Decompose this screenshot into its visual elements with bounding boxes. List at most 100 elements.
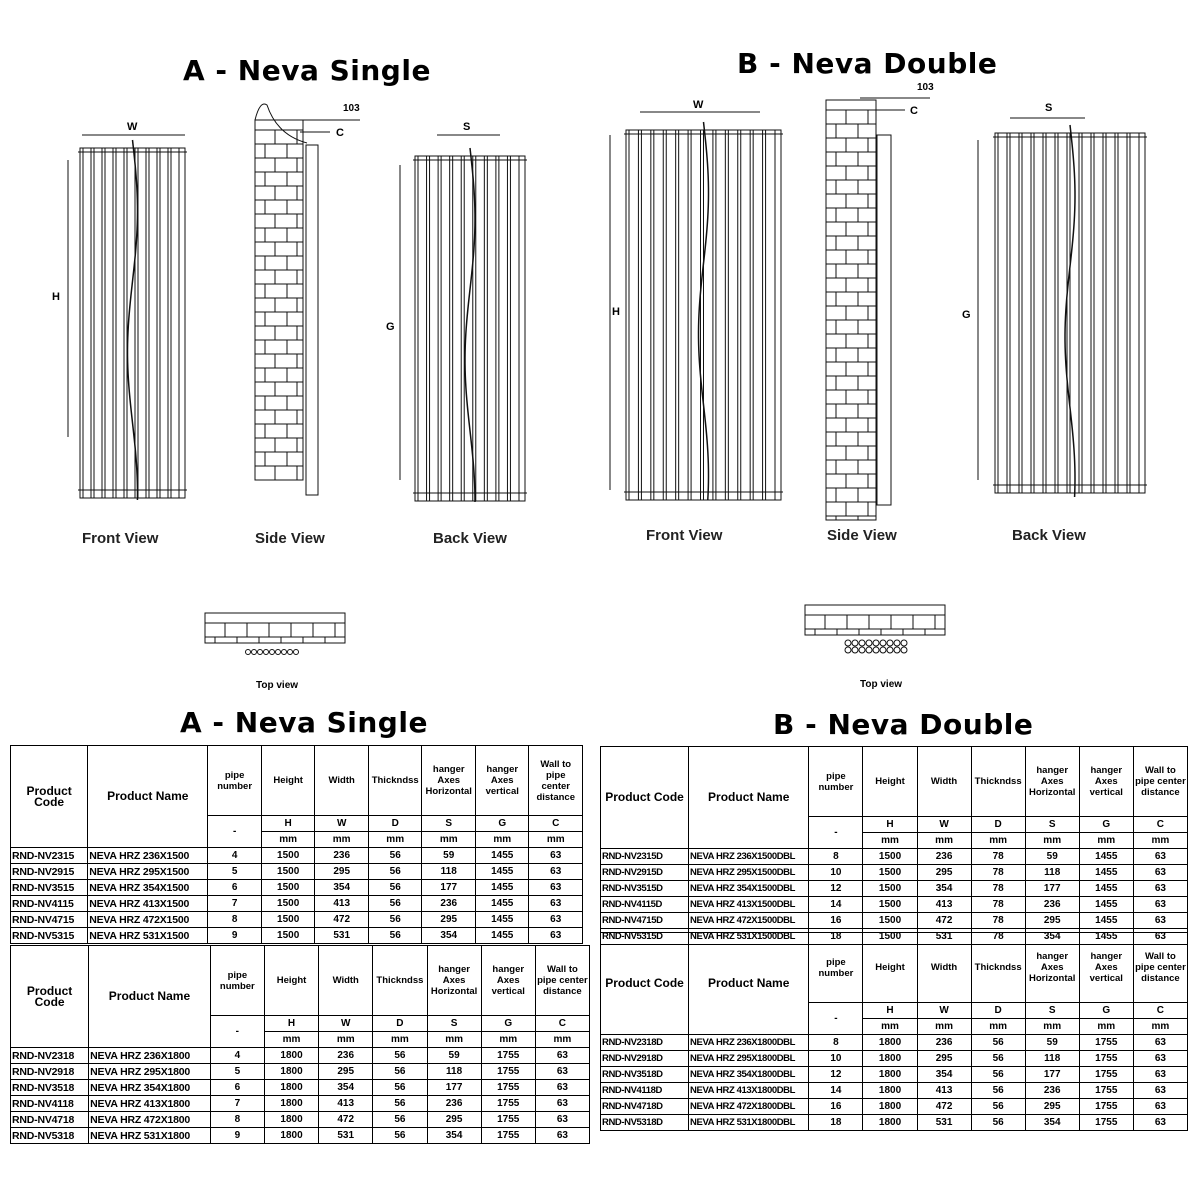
- table-row: RND-NV4715 NEVA HRZ 472X1500 8 1500 472 56 295…: [9, 911, 583, 928]
- table-cell: 1755: [480, 1063, 536, 1080]
- table-cell: 354: [314, 879, 369, 896]
- pipe-wave: [1064, 124, 1076, 498]
- table-cell: NEVA HRZ 236X1800DBL: [688, 1034, 810, 1051]
- table-cell: 4: [207, 847, 262, 864]
- table-cell: 56: [970, 1034, 1026, 1051]
- table-cell: RND-NV2318: [9, 1047, 90, 1064]
- double-front-tube: [715, 129, 726, 501]
- unit-cell: mm: [314, 831, 369, 848]
- table-cell: 78: [970, 896, 1026, 913]
- table-cell: 1755: [480, 1111, 536, 1128]
- single-front-tube: [159, 147, 169, 499]
- table-cell: 1500: [862, 912, 918, 929]
- table-row: RND-NV4118D NEVA HRZ 413X1800DBL 14 1800 413…: [599, 1082, 1189, 1099]
- table-cell: 295: [314, 863, 369, 880]
- table-cell: 5: [207, 863, 262, 880]
- pipe-section: [900, 646, 908, 654]
- table-cell: 236: [1024, 896, 1080, 913]
- single-front-tube: [104, 147, 114, 499]
- table-cell: 1500: [260, 911, 316, 928]
- single-front-tube: [126, 147, 136, 499]
- symbol-cell: D: [970, 816, 1026, 833]
- table-cell: 1800: [862, 1082, 918, 1099]
- unit-row: mm mm mm mm mm mm: [11, 831, 583, 848]
- table-cell: 295: [426, 1111, 482, 1128]
- pipe-section: [251, 649, 257, 655]
- column-header: Product Name: [688, 932, 810, 1035]
- unit-cell: mm: [1078, 1018, 1134, 1035]
- table-cell: 1755: [480, 1079, 536, 1096]
- table-cell: RND-NV4715: [9, 911, 89, 928]
- table-cell: 63: [534, 1079, 591, 1096]
- table-cell: NEVA HRZ 295X1800DBL: [688, 1050, 810, 1067]
- table-cell: 177: [426, 1079, 482, 1096]
- table-cell: 8: [808, 848, 864, 865]
- table-cell: NEVA HRZ 354X1800: [88, 1079, 211, 1096]
- table-cell: 1800: [263, 1063, 320, 1080]
- symbol-cell: H: [862, 816, 918, 833]
- unit-cell: mm: [970, 1018, 1026, 1035]
- table-cell: RND-NV3518D: [599, 1066, 690, 1083]
- table-cell: 6: [207, 879, 262, 896]
- table-cell: 10: [808, 864, 864, 881]
- double-back-tube: [1009, 132, 1020, 494]
- table-cell: 472: [318, 1111, 374, 1128]
- table-cell: 14: [808, 896, 864, 913]
- column-header: Width: [318, 945, 374, 1016]
- unit-cell: mm: [372, 1031, 428, 1048]
- table-cell: RND-NV2915D: [599, 864, 690, 881]
- single-back-tube: [440, 155, 451, 502]
- table-cell: 7: [207, 895, 262, 912]
- table-cell: NEVA HRZ 413X1800: [88, 1095, 211, 1112]
- single-1800-spec-table: Product Code Product Name pipe number Heigh…: [9, 945, 591, 1144]
- table-cell: 8: [207, 911, 262, 928]
- table-cell: 63: [528, 895, 583, 912]
- double-front-tube: [727, 129, 739, 501]
- pipe-section: [893, 639, 901, 647]
- table-cell: 236: [421, 895, 476, 912]
- column-header: hanger Axes Horizontal: [1024, 746, 1080, 817]
- unit-cell: mm: [1024, 832, 1080, 849]
- double-front-view-label: Front View: [646, 527, 723, 544]
- table-cell: 12: [808, 880, 864, 897]
- table-cell: 56: [970, 1114, 1026, 1131]
- pipe-section: [872, 646, 880, 654]
- unit-cell: mm: [862, 1018, 918, 1035]
- table-cell: RND-NV3518: [9, 1079, 90, 1096]
- unit-cell: mm: [916, 832, 972, 849]
- pipe-section: [900, 639, 908, 647]
- symbol-cell: -: [209, 1015, 265, 1048]
- table-cell: 1500: [862, 864, 918, 881]
- single-front-tube: [82, 147, 92, 499]
- table-cell: 236: [426, 1095, 482, 1112]
- table-cell: RND-NV4118: [9, 1095, 90, 1112]
- symbol-cell: H: [260, 815, 316, 832]
- c-label: C: [336, 127, 344, 139]
- column-header: Product Name: [87, 745, 209, 848]
- column-header: Height: [260, 745, 316, 816]
- table-cell: 63: [1132, 1098, 1189, 1115]
- column-header: hanger Axes Horizontal: [421, 745, 476, 816]
- table-cell: 1755: [480, 1047, 536, 1064]
- table-cell: 63: [1132, 1114, 1189, 1131]
- table-row: RND-NV2315 NEVA HRZ 236X1500 4 1500 236 56 59 1…: [9, 847, 583, 864]
- single-back-tube: [486, 155, 497, 502]
- symbol-cell: -: [808, 816, 864, 849]
- table-cell: 7: [209, 1095, 265, 1112]
- table-cell: 9: [207, 927, 262, 944]
- w-label: W: [693, 99, 704, 111]
- table-cell: RND-NV2918D: [599, 1050, 690, 1067]
- table-cell: 118: [1024, 864, 1080, 881]
- table-cell: RND-NV4115D: [599, 896, 690, 913]
- table-cell: 1800: [862, 1050, 918, 1067]
- pipe-section: [879, 646, 887, 654]
- single-back-frame: [414, 155, 526, 502]
- symbol-cell: -: [808, 1002, 864, 1035]
- table-cell: 1500: [862, 880, 918, 897]
- column-header: hanger Axes vertical: [474, 745, 530, 816]
- pipe-wave: [126, 139, 139, 501]
- w-label: W: [127, 121, 138, 133]
- single-back-view-label: Back View: [433, 530, 507, 547]
- single-front-tube: [137, 147, 147, 499]
